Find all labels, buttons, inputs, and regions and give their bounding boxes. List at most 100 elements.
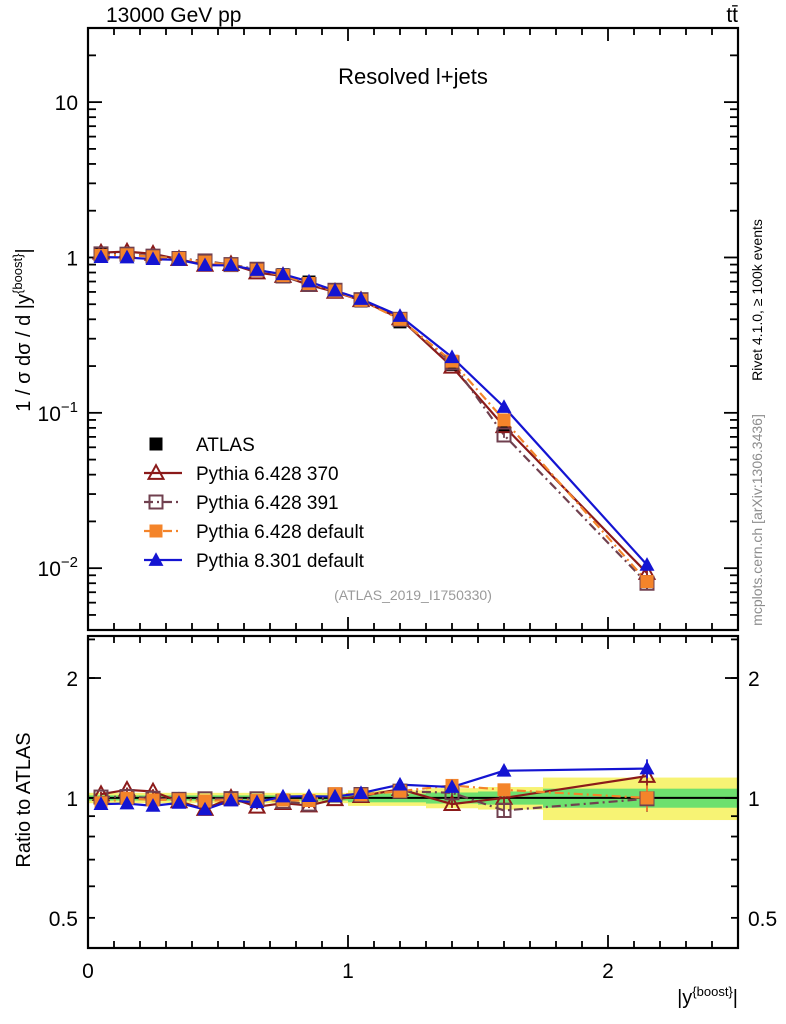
rivet-version-label: Rivet 4.1.0, ≥ 100k events — [749, 219, 765, 381]
marker-triangle-filled — [275, 788, 291, 803]
xaxis-ticks — [87, 636, 739, 948]
ratio-ytick-label-right: 0.5 — [748, 908, 777, 931]
legend-label: ATLAS — [196, 435, 255, 456]
legend-label: Pythia 8.301 default — [196, 551, 365, 572]
marker-triangle-filled — [444, 779, 460, 793]
marker-triangle-filled — [223, 257, 239, 272]
main-ylabel-group: 1 / σ dσ / d |y{boost}| — [10, 248, 35, 411]
marker-square-open — [496, 427, 512, 443]
marker-square-open — [496, 802, 512, 818]
main-panel-title: Resolved l+jets — [338, 64, 488, 89]
mcplots-reference-label: mcplots.cern.ch [arXiv:1306.3436] — [749, 414, 765, 626]
xaxis-ticks — [87, 28, 739, 630]
marker-triangle-filled — [119, 249, 135, 264]
xtick-label: 1 — [342, 960, 354, 983]
ratio-ytick-label-right: 1 — [748, 788, 760, 811]
marker-triangle-filled — [639, 760, 655, 775]
marker-triangle-filled — [197, 801, 213, 816]
series-markers-4 — [93, 249, 655, 571]
marker-triangle-filled — [148, 552, 164, 566]
marker-triangle-filled — [496, 762, 512, 777]
tick-label-group: 10 1 10−1 10−2 2 2 1 1 0.5 0.5 0 1 2 — [38, 92, 778, 983]
marker-triangle-filled — [249, 794, 265, 809]
main-ytick-label: 10−2 — [38, 554, 78, 581]
legend-item[interactable]: Pythia 6.428 default — [144, 522, 365, 543]
legend-item[interactable]: Pythia 6.428 391 — [144, 493, 339, 514]
legend-label: Pythia 6.428 default — [196, 522, 365, 543]
main-ytick-label: 1 — [66, 247, 78, 270]
xtick-label: 2 — [602, 960, 614, 983]
marker-triangle-filled — [275, 266, 291, 281]
marker-square-filled — [640, 575, 654, 589]
marker-triangle-filled — [145, 251, 161, 266]
marker-square-open — [148, 494, 164, 510]
ratio-markers-3 — [93, 760, 655, 816]
marker-square-filled — [198, 794, 212, 808]
ratio-panel-frame-border — [86, 634, 740, 950]
marker-triangle-filled — [392, 776, 408, 791]
mcplots-ref-group: mcplots.cern.ch [arXiv:1306.3436] — [749, 414, 765, 626]
beam-energy-label: 13000 GeV pp — [106, 4, 241, 27]
marker-square-filled — [497, 413, 511, 427]
marker-triangle-filled — [639, 557, 655, 571]
marker-triangle-filled — [496, 399, 512, 413]
legend: ATLAS Pythia 6.428 370 Pythia 6.428 391 Pyt… — [144, 435, 365, 572]
analysis-watermark: (ATLAS_2019_I1750330) — [334, 587, 492, 603]
marker-square-filled — [149, 524, 163, 538]
marker-triangle-filled — [327, 282, 343, 297]
ratio-ylabel: Ratio to ATLAS — [13, 732, 35, 867]
marker-triangle-filled — [119, 795, 135, 810]
main-ytick-label: 10−1 — [38, 399, 78, 426]
marker-triangle-open — [442, 794, 462, 811]
marker-triangle-filled — [353, 785, 369, 800]
legend-item[interactable]: ATLAS — [149, 435, 255, 456]
main-panel-frame — [86, 26, 740, 632]
ratio-series-group — [88, 759, 738, 818]
marker-triangle-filled — [444, 349, 460, 364]
marker-triangle-filled — [197, 257, 213, 272]
legend-item[interactable]: Pythia 8.301 default — [144, 551, 365, 572]
ratio-line — [100, 790, 648, 812]
main-ytick-label: 10 — [55, 92, 78, 115]
marker-triangle-filled — [392, 308, 408, 322]
legend-label: Pythia 6.428 370 — [196, 464, 339, 485]
ratio-panel-frame — [86, 634, 740, 950]
marker-triangle-filled — [353, 291, 369, 305]
ratio-ylabel-group: Ratio to ATLAS — [13, 732, 35, 867]
process-label: tt̄ — [726, 4, 738, 27]
ratio-ytick-label-right: 2 — [748, 668, 760, 691]
main-series-group — [91, 241, 657, 591]
plot-content-layer: 10 1 10−1 10−2 2 2 1 1 0.5 0.5 0 1 2 ATLAS Pythia 6.42… — [38, 26, 778, 983]
marker-triangle-filled — [223, 792, 239, 807]
marker-triangle-filled — [171, 252, 187, 266]
marker-triangle-filled — [93, 796, 109, 810]
ratio-yaxis-ticks — [88, 638, 738, 919]
marker-triangle-filled — [171, 795, 187, 809]
rivet-version-group: Rivet 4.1.0, ≥ 100k events — [749, 219, 765, 381]
marker-triangle-filled — [327, 788, 343, 803]
main-ylabel: 1 / σ dσ / d |y{boost}| — [10, 248, 35, 411]
main-panel-frame-border — [86, 26, 740, 632]
marker-square-filled — [149, 437, 163, 451]
legend-label: Pythia 6.428 391 — [196, 493, 339, 514]
legend-item[interactable]: Pythia 6.428 370 — [144, 463, 339, 485]
ratio-line — [100, 784, 648, 804]
marker-square-filled — [497, 783, 511, 797]
xaxis-label: |y{boost}| — [677, 984, 738, 1009]
marker-triangle-filled — [145, 798, 161, 812]
marker-triangle-filled — [249, 262, 265, 276]
ratio-ytick-label-left: 0.5 — [49, 908, 78, 931]
series-line — [100, 253, 648, 583]
ratio-ytick-label-left: 1 — [66, 788, 78, 811]
ratio-ytick-label-left: 2 — [66, 668, 78, 691]
marker-triangle-filled — [301, 273, 317, 288]
marker-triangle-filled — [301, 788, 317, 803]
marker-triangle-open — [637, 766, 657, 783]
xtick-label: 0 — [82, 960, 94, 983]
marker-square-filled — [640, 791, 654, 805]
marker-triangle-open — [146, 463, 166, 480]
marker-triangle-filled — [93, 249, 109, 263]
